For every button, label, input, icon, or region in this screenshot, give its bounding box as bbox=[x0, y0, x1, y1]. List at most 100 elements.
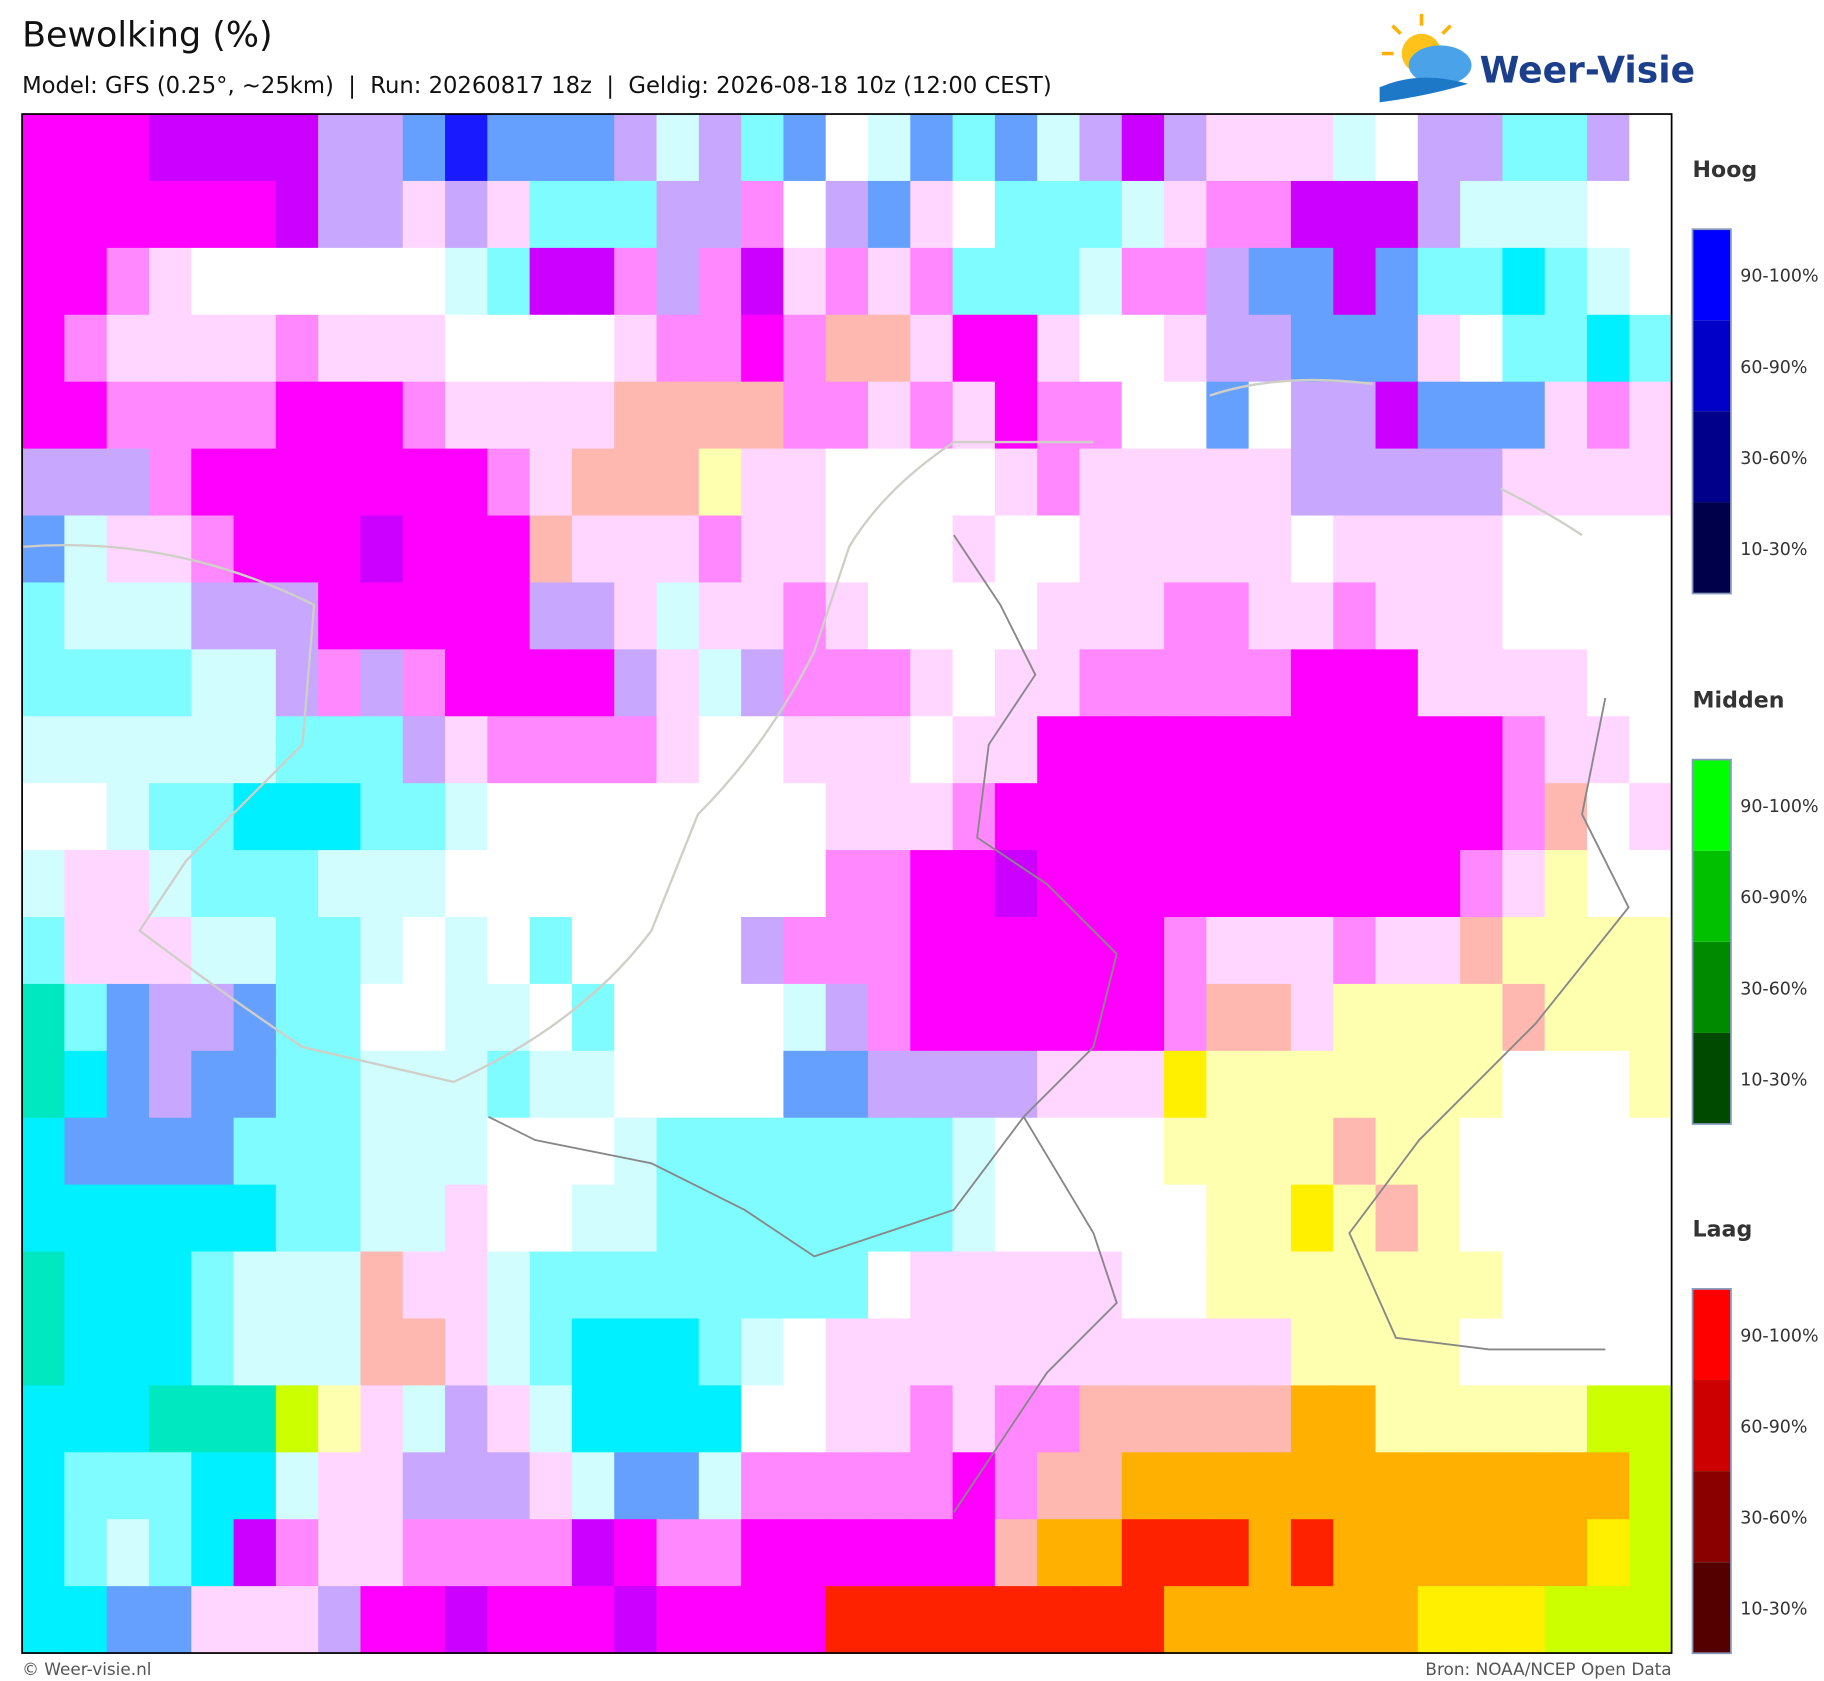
cloud-cell bbox=[1629, 381, 1673, 450]
cloud-cell bbox=[148, 783, 192, 851]
cloud-cell bbox=[910, 314, 954, 383]
cloud-cell bbox=[1629, 247, 1673, 316]
cloud-cell bbox=[148, 1385, 192, 1453]
cloud-cell bbox=[1290, 114, 1334, 182]
cloud-cell bbox=[783, 1318, 827, 1387]
cloud-cell bbox=[487, 1452, 531, 1520]
cloud-cell bbox=[318, 515, 362, 584]
cloud-cell bbox=[868, 1184, 911, 1253]
cloud-cell bbox=[191, 1050, 235, 1119]
cloud-cell bbox=[529, 649, 573, 717]
cloud-cell bbox=[698, 1184, 742, 1253]
cloud-cell bbox=[1164, 448, 1208, 517]
cloud-cell bbox=[783, 1117, 827, 1186]
cloud-cell bbox=[1333, 1050, 1377, 1119]
map-frame bbox=[21, 113, 1673, 1654]
cloud-cell bbox=[571, 1050, 615, 1119]
cloud-cell bbox=[1460, 1050, 1504, 1119]
cloud-cell bbox=[952, 448, 996, 517]
cloud-cell bbox=[994, 649, 1038, 717]
cloud-cell bbox=[994, 783, 1038, 851]
legend-title: Hoog bbox=[1693, 157, 1758, 183]
title: Bewolking (%) bbox=[22, 16, 273, 56]
cloud-cell bbox=[1206, 247, 1250, 316]
cloud-cell bbox=[656, 916, 700, 985]
logo: Weer-Visie bbox=[1379, 13, 1695, 103]
cloud-cell bbox=[275, 1452, 319, 1520]
cloud-cell bbox=[1164, 1586, 1208, 1654]
cloud-cell bbox=[22, 247, 66, 316]
cloud-cell bbox=[22, 916, 66, 985]
cloud-cell bbox=[360, 381, 404, 450]
cloud-cell bbox=[1502, 114, 1546, 182]
cloud-cell bbox=[275, 1184, 319, 1253]
cloud-cell bbox=[741, 850, 785, 918]
cloud-cell bbox=[64, 1452, 108, 1520]
legend-title: Laag bbox=[1693, 1217, 1753, 1243]
cloud-cell bbox=[1333, 783, 1377, 851]
cloud-cell bbox=[22, 1318, 66, 1387]
cloud-cell bbox=[64, 1050, 108, 1119]
cloud-cell bbox=[825, 916, 869, 985]
cloud-cell bbox=[868, 247, 911, 316]
cloud-cell bbox=[656, 850, 700, 918]
cloud-cell bbox=[22, 783, 66, 851]
cloud-cell bbox=[22, 314, 66, 383]
cloud-cell bbox=[1037, 1318, 1081, 1387]
cloud-cell bbox=[1248, 1184, 1292, 1253]
cloud-cell bbox=[529, 1385, 573, 1453]
cloud-cell bbox=[1375, 850, 1419, 918]
cloud-cell bbox=[994, 114, 1038, 182]
cloud-cell bbox=[64, 850, 108, 918]
cloud-cell bbox=[952, 649, 996, 717]
cloud-cell bbox=[910, 114, 954, 182]
cloud-cell bbox=[1417, 314, 1461, 383]
cloud-cell bbox=[783, 314, 827, 383]
cloud-cell bbox=[1417, 247, 1461, 316]
cloud-cell bbox=[402, 1251, 446, 1320]
cloud-cell bbox=[445, 1385, 489, 1453]
cloud-cell bbox=[1121, 1452, 1165, 1520]
cloud-cell bbox=[487, 180, 531, 249]
cloud-cell bbox=[360, 916, 404, 985]
cloud-cell bbox=[148, 983, 192, 1052]
cloud-cell bbox=[741, 381, 785, 450]
logo-rays bbox=[1381, 13, 1452, 56]
cloud-cell bbox=[825, 381, 869, 450]
cloud-cell bbox=[1544, 247, 1588, 316]
cloud-cell bbox=[741, 314, 785, 383]
cloud-cell bbox=[1164, 716, 1208, 784]
cloud-cell bbox=[318, 783, 362, 851]
cloud-cell bbox=[1417, 649, 1461, 717]
cloud-cell bbox=[1164, 1519, 1208, 1587]
cloud-cell bbox=[1164, 1184, 1208, 1253]
cloud-cell bbox=[1375, 1251, 1419, 1320]
cloud-cell bbox=[1248, 850, 1292, 918]
cloud-cell bbox=[656, 1184, 700, 1253]
cloud-cell bbox=[529, 1586, 573, 1654]
cloud-cell bbox=[360, 1519, 404, 1587]
cloud-cell bbox=[1290, 381, 1334, 450]
cloud-cell bbox=[656, 1385, 700, 1453]
cloud-cell bbox=[529, 983, 573, 1052]
cloud-cell bbox=[529, 582, 573, 651]
cloud-cell bbox=[614, 1318, 658, 1387]
cloud-cell bbox=[1121, 916, 1165, 985]
cloud-cell bbox=[1290, 1385, 1334, 1453]
cloud-cell bbox=[487, 649, 531, 717]
cloud-cell bbox=[1502, 1251, 1546, 1320]
cloud-cell bbox=[1629, 448, 1673, 517]
cloud-cell bbox=[191, 247, 235, 316]
cloud-cell bbox=[445, 381, 489, 450]
cloud-cell bbox=[318, 1117, 362, 1186]
cloud-cell bbox=[783, 180, 827, 249]
cloud-cell bbox=[910, 1586, 954, 1654]
cloud-cell bbox=[1079, 916, 1123, 985]
cloud-cell bbox=[487, 983, 531, 1052]
cloud-cell bbox=[191, 180, 235, 249]
cloud-cell bbox=[1290, 1519, 1334, 1587]
cloud-cell bbox=[64, 582, 108, 651]
cloud-cell bbox=[1290, 247, 1334, 316]
cloud-cell bbox=[1417, 1519, 1461, 1587]
